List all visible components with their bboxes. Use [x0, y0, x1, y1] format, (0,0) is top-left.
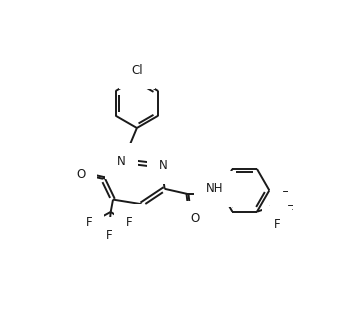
Text: Cl: Cl	[131, 64, 143, 77]
Text: O: O	[190, 212, 199, 225]
Text: NH: NH	[206, 182, 223, 195]
Text: F: F	[126, 216, 132, 229]
Text: F: F	[274, 218, 280, 231]
Text: O: O	[76, 169, 85, 182]
Text: F: F	[282, 190, 288, 203]
Text: N: N	[117, 154, 126, 168]
Text: F: F	[287, 204, 293, 217]
Text: F: F	[86, 216, 92, 229]
Text: N: N	[159, 159, 168, 172]
Text: F: F	[106, 228, 113, 242]
